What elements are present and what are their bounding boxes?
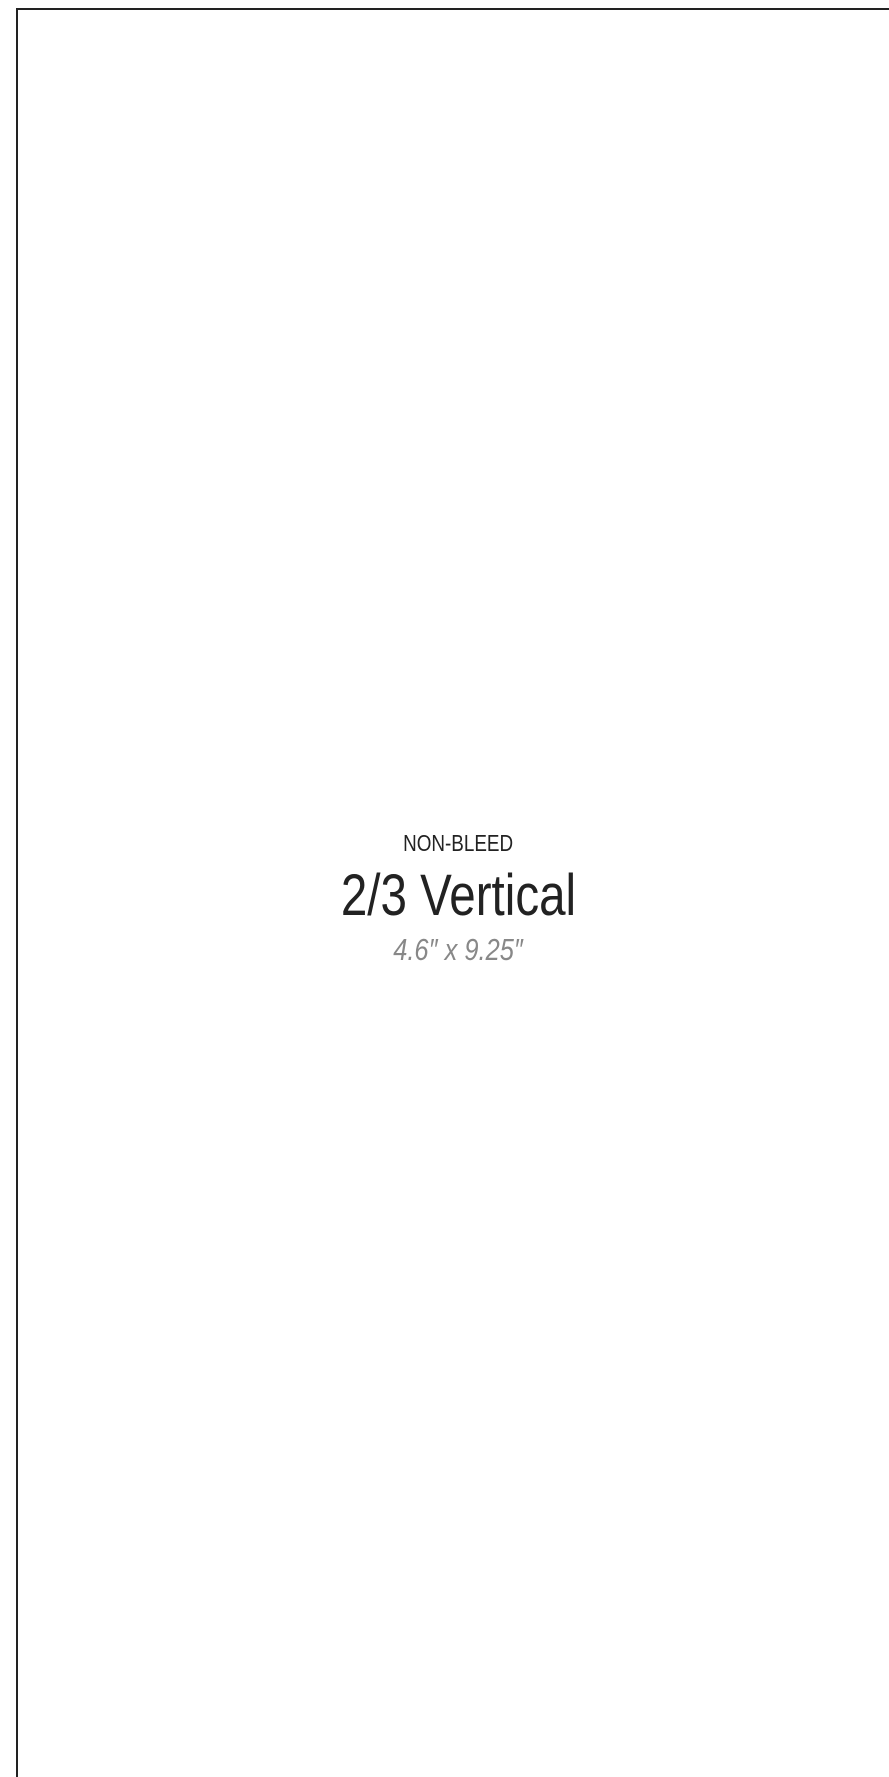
ad-title-text: 2/3 Vertical bbox=[340, 863, 576, 928]
ad-size-text: 4.6″ x 9.25″ bbox=[393, 932, 523, 967]
ad-frame bbox=[16, 8, 889, 1777]
ad-size: 4.6″ x 9.25″ bbox=[0, 932, 889, 968]
bleed-label-text: NON-BLEED bbox=[402, 830, 514, 856]
ad-title: 2/3 Vertical bbox=[0, 862, 889, 929]
bleed-label: NON-BLEED bbox=[0, 830, 889, 857]
